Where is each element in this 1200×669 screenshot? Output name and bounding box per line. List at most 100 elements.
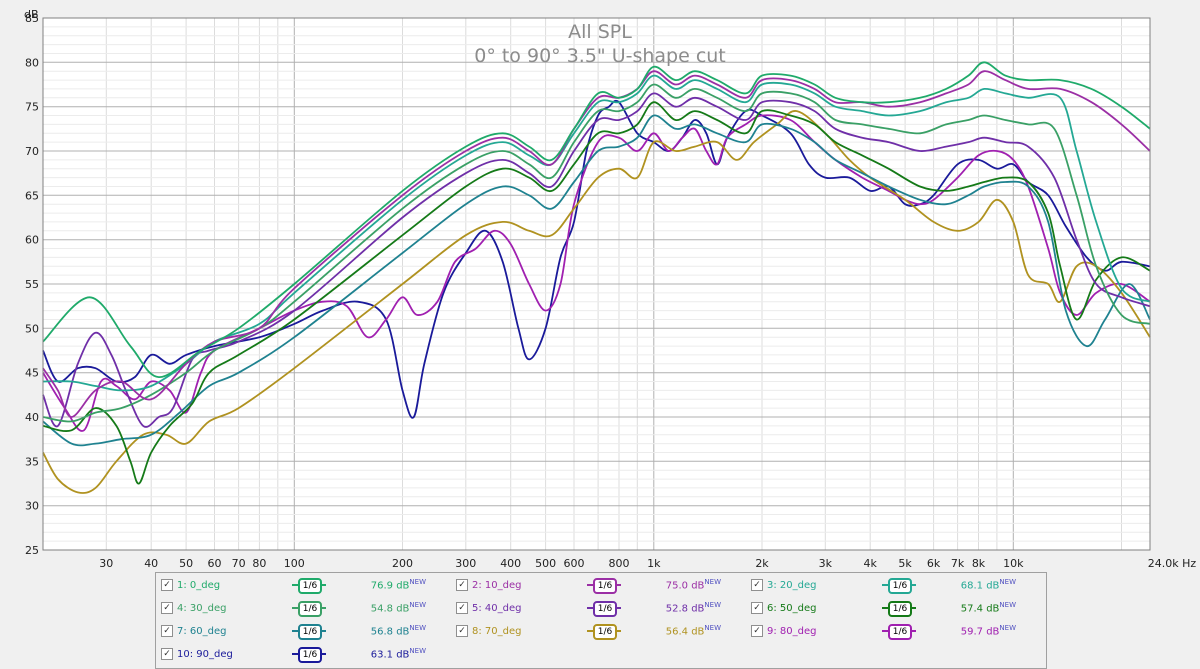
legend: ✓ 1: 0_deg 1/6 76.9 dBNEW ✓ 2: 10_deg 1/6 75.0 … [155, 572, 1047, 669]
legend-level-value: 57.4 dBNEW [960, 601, 1016, 615]
x-tick-label: 600 [564, 557, 585, 570]
smoothing-label: 1/6 [298, 601, 322, 617]
x-tick-label: 7k [951, 557, 965, 570]
smoothing-button[interactable]: 1/6 [882, 624, 916, 640]
y-axis-unit: dB [24, 8, 39, 21]
legend-level-value: 76.9 dBNEW [370, 578, 426, 592]
legend-item: ✓ 6: 50_deg 1/6 57.4 dBNEW [751, 598, 1016, 618]
series-line [42, 99, 1151, 419]
x-tick-label: 50 [179, 557, 193, 570]
legend-checkbox[interactable]: ✓ [456, 579, 468, 591]
y-tick-label: 80 [25, 56, 39, 69]
legend-checkbox[interactable]: ✓ [161, 625, 173, 637]
legend-level-value: 63.1 dBNEW [370, 647, 426, 661]
legend-checkbox[interactable]: ✓ [161, 648, 173, 660]
legend-item: ✓ 9: 80_deg 1/6 59.7 dBNEW [751, 621, 1016, 641]
y-tick-labels: 25 30 35 40 45 50 55 60 65 70 75 80 85 [25, 12, 39, 557]
series-line [42, 92, 1151, 428]
legend-new-tag: NEW [409, 624, 426, 633]
smoothing-label: 1/6 [888, 601, 912, 617]
legend-checkbox[interactable]: ✓ [161, 579, 173, 591]
smoothing-button[interactable]: 1/6 [292, 647, 326, 663]
legend-new-tag: NEW [999, 578, 1016, 587]
x-tick-label: 500 [535, 557, 556, 570]
legend-checkbox[interactable]: ✓ [751, 579, 763, 591]
x-tick-label: 300 [455, 557, 476, 570]
x-tick-label: 6k [927, 557, 941, 570]
x-tick-label: 60 [208, 557, 222, 570]
x-tick-label: 24.0k Hz [1148, 557, 1197, 570]
legend-checkbox[interactable]: ✓ [751, 625, 763, 637]
spl-chart: 25 30 35 40 45 50 55 60 65 70 75 80 85 30 40 50 60 70 80 1… [24, 8, 1196, 570]
legend-series-name: 1: 0_deg [177, 579, 221, 591]
x-tick-label: 30 [99, 557, 113, 570]
x-tick-labels: 30 40 50 60 70 80 100 200 300 400 500 600 800 1k 2k 3k 4… [99, 557, 1196, 570]
y-tick-label: 65 [25, 189, 39, 202]
legend-level-value: 75.0 dBNEW [665, 578, 721, 592]
x-tick-label: 70 [232, 557, 246, 570]
smoothing-label: 1/6 [888, 624, 912, 640]
grid [43, 17, 1150, 551]
smoothing-button[interactable]: 1/6 [587, 578, 621, 594]
x-tick-label: 8k [972, 557, 986, 570]
legend-series-name: 10: 90_deg [177, 648, 233, 660]
smoothing-label: 1/6 [298, 624, 322, 640]
x-tick-label: 1k [647, 557, 661, 570]
legend-series-name: 9: 80_deg [767, 625, 817, 637]
legend-new-tag: NEW [704, 624, 721, 633]
smoothing-button[interactable]: 1/6 [882, 578, 916, 594]
smoothing-button[interactable]: 1/6 [292, 601, 326, 617]
series-line [42, 74, 1151, 392]
plot-frame [42, 17, 1151, 551]
legend-item: ✓ 10: 90_deg 1/6 63.1 dBNEW [161, 644, 426, 664]
y-tick-label: 40 [25, 411, 39, 424]
x-tick-label: 200 [392, 557, 413, 570]
smoothing-button[interactable]: 1/6 [882, 601, 916, 617]
series-line [42, 101, 1151, 485]
legend-series-name: 5: 40_deg [472, 602, 522, 614]
legend-series-name: 2: 10_deg [472, 579, 522, 591]
chart-subtitle: 0° to 90° 3.5" U-shape cut [474, 45, 726, 67]
legend-checkbox[interactable]: ✓ [161, 602, 173, 614]
legend-new-tag: NEW [999, 624, 1016, 633]
series-line [42, 114, 1151, 432]
smoothing-button[interactable]: 1/6 [587, 601, 621, 617]
series-line [42, 110, 1151, 494]
x-tick-label: 400 [500, 557, 521, 570]
series-group [42, 61, 1151, 494]
legend-checkbox[interactable]: ✓ [751, 602, 763, 614]
smoothing-label: 1/6 [593, 578, 617, 594]
x-tick-label: 4k [864, 557, 878, 570]
y-tick-label: 60 [25, 234, 39, 247]
smoothing-button[interactable]: 1/6 [587, 624, 621, 640]
y-tick-label: 75 [25, 101, 39, 114]
series-line [42, 114, 1151, 447]
y-tick-label: 30 [25, 500, 39, 513]
legend-checkbox[interactable]: ✓ [456, 625, 468, 637]
y-tick-label: 50 [25, 322, 39, 335]
smoothing-button[interactable]: 1/6 [292, 624, 326, 640]
legend-checkbox[interactable]: ✓ [456, 602, 468, 614]
x-tick-label: 80 [252, 557, 266, 570]
x-tick-label: 800 [609, 557, 630, 570]
y-tick-label: 45 [25, 367, 39, 380]
legend-series-name: 6: 50_deg [767, 602, 817, 614]
legend-new-tag: NEW [409, 647, 426, 656]
legend-level-value: 52.8 dBNEW [665, 601, 721, 615]
smoothing-button[interactable]: 1/6 [292, 578, 326, 594]
legend-level-value: 59.7 dBNEW [960, 624, 1016, 638]
legend-new-tag: NEW [704, 601, 721, 610]
legend-item: ✓ 2: 10_deg 1/6 75.0 dBNEW [456, 575, 721, 595]
x-tick-label: 40 [144, 557, 158, 570]
smoothing-label: 1/6 [298, 578, 322, 594]
legend-series-name: 7: 60_deg [177, 625, 227, 637]
y-tick-label: 35 [25, 455, 39, 468]
legend-item: ✓ 8: 70_deg 1/6 56.4 dBNEW [456, 621, 721, 641]
legend-series-name: 3: 20_deg [767, 579, 817, 591]
smoothing-label: 1/6 [888, 578, 912, 594]
legend-item: ✓ 1: 0_deg 1/6 76.9 dBNEW [161, 575, 426, 595]
legend-item: ✓ 7: 60_deg 1/6 56.8 dBNEW [161, 621, 426, 641]
legend-new-tag: NEW [999, 601, 1016, 610]
legend-level-value: 68.1 dBNEW [960, 578, 1016, 592]
smoothing-label: 1/6 [593, 624, 617, 640]
